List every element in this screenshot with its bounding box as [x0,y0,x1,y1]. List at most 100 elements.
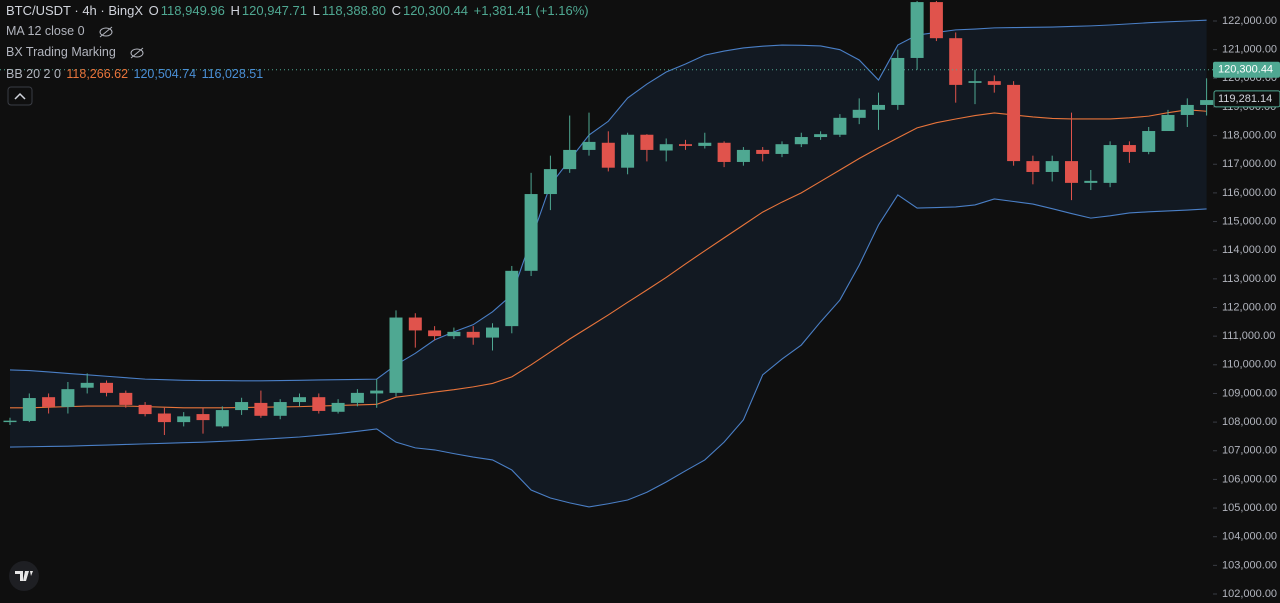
candle-body [891,57,905,105]
h-value: 120,947.71 [241,3,307,18]
candle-body [968,81,982,83]
candle-body [679,144,692,146]
bb-lower: 116,028.51 [201,67,264,81]
candle-body [543,169,557,195]
collapse-button[interactable] [7,86,33,106]
logo-mark [15,571,33,581]
candle-body [235,402,249,411]
c-value: 120,300.44 [402,3,469,18]
y-tick-label: 110,000.00 [1222,359,1276,371]
band-line [9,19,1207,382]
bb-legend: BB 20 2 0 118,266.62 120,504.74 116,028.… [6,67,265,81]
candle-body [370,390,384,394]
hide-icon[interactable] [98,26,114,38]
candle-body [447,331,461,337]
y-tick-label: 112,000.00 [1222,301,1276,313]
candle-body [1200,100,1214,105]
candle-body [698,142,712,146]
y-tick-label: 108,000.00 [1222,416,1277,428]
bb-upper: 120,504.74 [133,67,197,81]
y-tick-label: 105,000.00 [1222,502,1277,514]
y-tick-label: 106,000.00 [1222,473,1277,485]
candle-body [196,414,210,421]
candle-body [350,392,364,403]
band-line [9,194,1207,508]
y-tick-label: 118,000.00 [1222,130,1276,142]
candle-body [428,330,442,337]
candle-body [794,137,808,145]
candle-body [61,389,75,407]
l-value: 118,388.80 [321,3,386,18]
bx-label: BX Trading Marking [6,45,116,59]
candle-body [929,2,943,39]
candle-body [408,317,422,331]
candle-body [1122,145,1136,152]
candle-body [1007,84,1021,162]
candle-body [254,402,268,416]
bx-legend: BX Trading Marking [6,45,145,59]
y-tick-label: 113,000.00 [1222,273,1276,285]
c-label: C [391,3,401,18]
symbol-legend: BTC/USDT · 4h · BingX O 118,949.96 H 120,9… [6,3,591,18]
candle-body [1103,145,1117,183]
candle-body [3,420,17,423]
hide-icon[interactable] [129,47,145,59]
candle-body [1084,180,1098,183]
candle-body [138,404,152,415]
candle-body [177,416,191,423]
last-price-tag [1213,61,1280,78]
ma-label: MA 12 close 0 [6,24,85,38]
candle-body [601,142,615,168]
candle-body [293,397,306,403]
candle-body [640,134,654,150]
y-tick-label: 121,000.00 [1222,44,1277,56]
last-price-label: 120,300.44 [1218,64,1273,76]
candle-body [312,397,326,411]
y-tick-label: 107,000.00 [1222,445,1277,457]
candle-body [22,398,36,421]
y-tick-label: 109,000.00 [1222,387,1277,399]
y-tick-label: 122,000.00 [1222,15,1277,27]
y-tick-label: 116,000.00 [1222,187,1276,199]
candle-body [273,402,287,416]
candle-body [717,142,731,162]
o-label: O [148,3,159,18]
candle-body [331,402,345,412]
candle-body [563,149,577,170]
band-fill [10,20,1207,507]
candle-body [157,413,171,423]
candle-body [505,270,519,327]
candle-body [80,382,94,388]
y-tick-label: 104,000.00 [1222,531,1277,543]
candle-body [1142,131,1156,152]
candle-body [872,104,885,110]
candle-body [486,327,499,338]
candle-body [833,117,847,135]
y-tick-label: 114,000.00 [1222,244,1276,256]
candle-body [852,109,866,118]
candle-body [659,144,673,151]
candle-body [524,194,538,271]
y-tick-label: 111,000.00 [1222,330,1275,342]
symbol: BTC/USDT · 4h · BingX [6,3,144,18]
y-tick-label: 115,000.00 [1222,215,1276,227]
candle-body [910,2,924,58]
bb-label: BB 20 2 0 [6,67,61,81]
candle-body [756,149,770,154]
candle-body [987,81,1001,85]
candle-body [814,134,828,138]
candle-body [100,382,113,393]
ma-price-label: 119,281.14 [1218,93,1272,105]
h-label: H [230,3,240,18]
candle-body [42,397,56,407]
change: +1,381.41 (+1.16%) [473,3,589,18]
candle-body [1026,161,1040,172]
collapse-icon [14,92,26,100]
candle-body [466,331,480,338]
candle-body [775,144,789,154]
y-tick-label: 117,000.00 [1222,158,1276,170]
candle-body [1180,104,1194,115]
candle-body [389,317,403,393]
